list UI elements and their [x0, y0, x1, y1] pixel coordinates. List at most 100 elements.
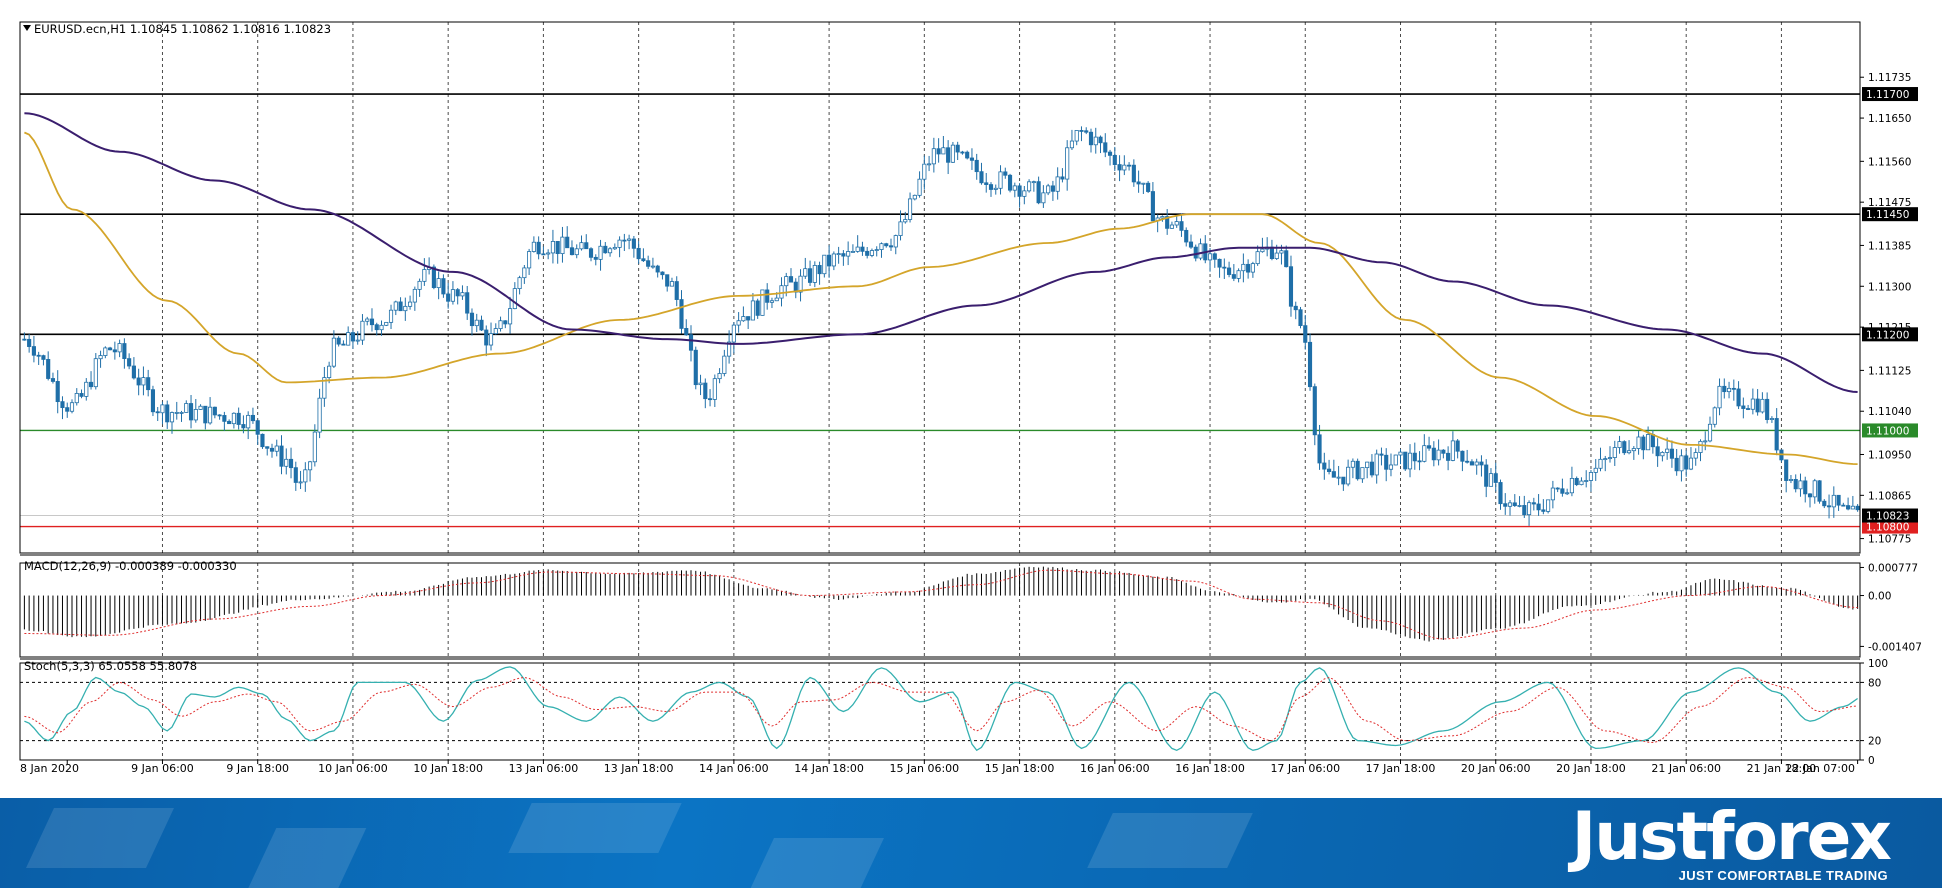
bearish-candle [1846, 505, 1851, 510]
bullish-candle [93, 358, 98, 388]
bullish-candle [1279, 250, 1284, 254]
bullish-candle [598, 245, 603, 260]
bullish-candle [812, 265, 817, 283]
bearish-candle [1469, 461, 1474, 466]
bullish-candle [1065, 147, 1070, 180]
bearish-candle [1269, 246, 1275, 259]
bearish-candle [108, 347, 113, 351]
bearish-candle [636, 247, 641, 260]
x-tick-label: 16 Jan 06:00 [1080, 762, 1150, 775]
bullish-candle [1388, 464, 1394, 470]
bullish-candle [246, 414, 251, 429]
bearish-candle [1741, 405, 1746, 409]
bullish-candle [1665, 448, 1670, 453]
bearish-candle [1003, 171, 1008, 176]
bearish-candle [1669, 448, 1674, 459]
time-axis: 8 Jan 2020 9 Jan 06:00 9 Jan 18:00 10 Jan 0… [20, 760, 1859, 775]
bullish-candle [579, 242, 584, 250]
bullish-candle [388, 309, 394, 323]
bearish-candle [1498, 482, 1503, 505]
bullish-candle [1365, 461, 1370, 469]
bearish-candle [703, 382, 708, 400]
bearish-candle [1036, 181, 1041, 204]
bearish-candle [765, 289, 770, 303]
bullish-candle [1588, 472, 1594, 481]
bullish-candle [1022, 190, 1027, 197]
bullish-candle [717, 373, 722, 380]
banner-decoration [746, 838, 884, 888]
bearish-candle [1098, 136, 1103, 144]
bearish-candle [946, 147, 951, 163]
bullish-candle [803, 268, 808, 277]
bullish-candle [1074, 130, 1079, 142]
bullish-candle [1041, 192, 1046, 204]
bullish-candle [531, 241, 536, 252]
bearish-candle [1836, 494, 1841, 506]
bullish-candle [736, 320, 741, 326]
bullish-candle [855, 246, 860, 252]
bullish-candle [365, 318, 370, 322]
bearish-candle [593, 256, 598, 260]
y-tick-label: 1.11300 [1868, 281, 1911, 293]
x-tick-label: 21 Jan 06:00 [1651, 762, 1721, 775]
dropdown-arrow-icon[interactable] [23, 25, 31, 31]
bullish-candle [474, 319, 479, 327]
bullish-candle [998, 171, 1003, 189]
bullish-candle [1593, 467, 1598, 473]
bullish-candle [274, 445, 279, 452]
bearish-candle [255, 420, 260, 435]
bullish-candle [1450, 440, 1455, 461]
y-tick-label: 1.10950 [1868, 449, 1911, 461]
bullish-candle [698, 382, 703, 386]
bullish-candle [284, 458, 289, 467]
bearish-candle [603, 245, 608, 254]
bullish-candle [1398, 451, 1403, 456]
bullish-candle [1707, 423, 1713, 442]
bearish-candle [1188, 241, 1194, 248]
bullish-candle [874, 249, 879, 251]
bearish-candle [674, 281, 679, 300]
bearish-candle [341, 343, 346, 346]
x-tick-label: 20 Jan 06:00 [1461, 762, 1531, 775]
justforex-logo: Justforex [1571, 798, 1892, 875]
bearish-candle [1322, 462, 1327, 470]
bearish-candle [1441, 449, 1446, 454]
bearish-candle [660, 271, 665, 276]
bullish-candle [117, 343, 122, 353]
bearish-candle [1303, 325, 1308, 343]
bearish-candle [1427, 445, 1432, 449]
bearish-candle [969, 157, 975, 161]
bullish-candle [408, 301, 413, 307]
bearish-candle [1293, 305, 1298, 311]
bullish-candle [1069, 140, 1075, 149]
bullish-candle [498, 320, 503, 329]
bearish-candle [431, 266, 436, 289]
bearish-candle [1622, 441, 1627, 454]
bullish-candle [1646, 434, 1651, 451]
bearish-candle [1641, 436, 1646, 451]
bullish-candle [850, 251, 855, 253]
bearish-candle [1212, 253, 1217, 260]
bearish-candle [455, 289, 460, 297]
bullish-candle [1769, 418, 1774, 420]
bearish-candle [565, 236, 570, 249]
bullish-candle [1546, 499, 1551, 512]
bearish-candle [1298, 309, 1303, 327]
bearish-candle [817, 265, 822, 275]
bullish-candle [1607, 457, 1613, 460]
bearish-candle [688, 334, 694, 351]
bullish-candle [74, 393, 79, 404]
bearish-candle [1765, 398, 1770, 420]
bullish-candle [208, 406, 213, 424]
bearish-candle [1560, 488, 1565, 494]
bearish-candle [1379, 453, 1384, 456]
bearish-candle [665, 274, 670, 287]
bearish-candle [707, 398, 713, 401]
bearish-candle [1574, 478, 1579, 486]
price-panel [20, 93, 1860, 528]
x-tick-label: 21 Jan 18:00 [1747, 762, 1817, 775]
bearish-candle [641, 258, 646, 262]
bullish-candle [769, 300, 775, 303]
bearish-candle [1103, 142, 1108, 153]
bearish-candle [1288, 266, 1294, 307]
